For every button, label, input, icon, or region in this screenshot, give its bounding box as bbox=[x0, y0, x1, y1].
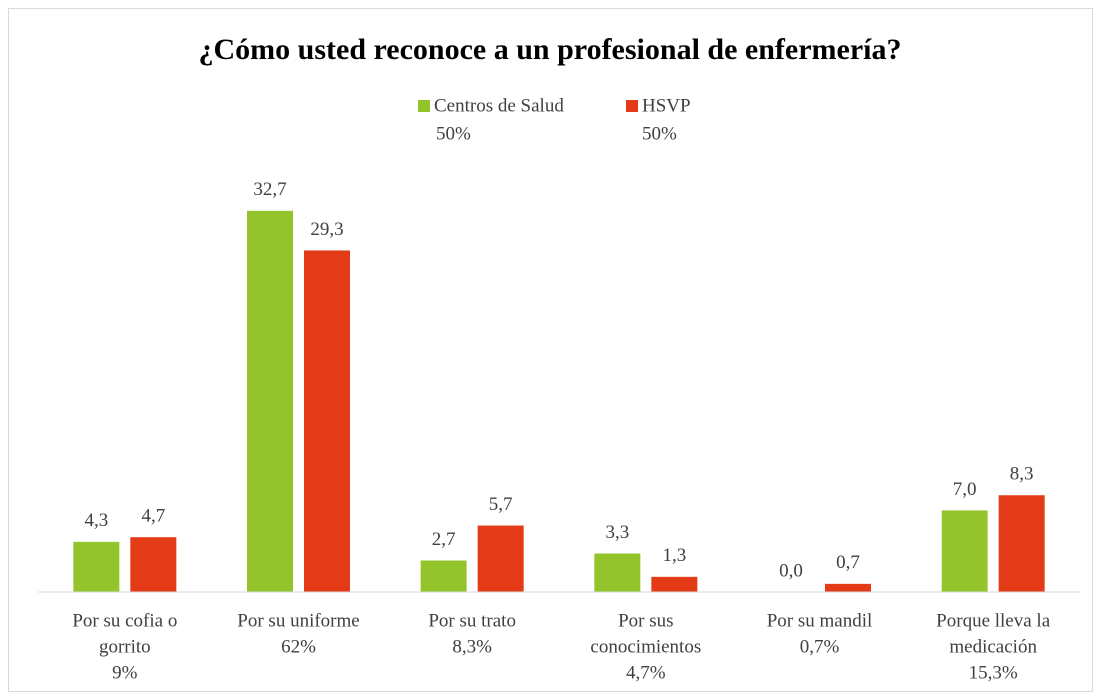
x-tick-label: 62% bbox=[281, 636, 316, 657]
legend-label: Centros de Salud bbox=[434, 95, 564, 116]
x-tick-label: 15,3% bbox=[969, 662, 1018, 683]
bar bbox=[73, 541, 120, 592]
value-label: 8,3 bbox=[1010, 464, 1034, 485]
x-tick-label: 9% bbox=[112, 662, 138, 683]
x-tick-label: gorrito bbox=[99, 636, 151, 657]
value-label: 32,7 bbox=[253, 179, 286, 200]
x-tick-label: medicación bbox=[949, 636, 1037, 657]
value-label: 2,7 bbox=[432, 529, 456, 550]
value-label: 0,7 bbox=[836, 552, 860, 573]
x-tick-label: Por su trato bbox=[428, 610, 516, 631]
bar bbox=[477, 525, 524, 592]
legend-share: 50% bbox=[436, 123, 471, 144]
chart-title: ¿Cómo usted reconoce a un profesional de… bbox=[199, 33, 902, 66]
x-tick-label: conocimientos bbox=[590, 636, 701, 657]
value-label: 1,3 bbox=[662, 545, 686, 566]
value-label: 3,3 bbox=[605, 522, 629, 543]
bar bbox=[651, 576, 698, 592]
value-label: 0,0 bbox=[779, 560, 803, 581]
chart-border bbox=[8, 8, 1093, 692]
x-tick-label: 0,7% bbox=[800, 636, 840, 657]
bar bbox=[130, 537, 177, 592]
legend-label: HSVP bbox=[642, 95, 691, 116]
x-tick-label: 8,3% bbox=[452, 636, 492, 657]
legend-swatch bbox=[626, 100, 638, 112]
x-tick-label: Porque lleva la bbox=[936, 610, 1051, 631]
bar bbox=[247, 210, 293, 592]
value-label: 7,0 bbox=[953, 479, 977, 500]
x-tick-label: Por sus bbox=[618, 610, 673, 631]
value-label: 4,7 bbox=[141, 506, 165, 527]
bar bbox=[420, 560, 467, 592]
x-tick-label: 4,7% bbox=[626, 662, 666, 683]
x-tick-label: Por su mandil bbox=[767, 610, 873, 631]
bar bbox=[998, 495, 1045, 592]
bar bbox=[941, 510, 988, 592]
legend-swatch bbox=[418, 100, 430, 112]
bar bbox=[594, 553, 641, 592]
bar bbox=[304, 250, 350, 592]
value-label: 4,3 bbox=[84, 510, 108, 531]
x-tick-label: Por su uniforme bbox=[237, 610, 359, 631]
legend-share: 50% bbox=[642, 123, 677, 144]
x-tick-label: Por su cofia o bbox=[72, 610, 177, 631]
value-label: 29,3 bbox=[310, 219, 343, 240]
bar bbox=[825, 583, 871, 592]
value-label: 5,7 bbox=[489, 494, 513, 515]
